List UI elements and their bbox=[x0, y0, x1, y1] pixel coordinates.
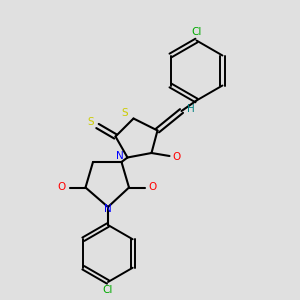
Text: Cl: Cl bbox=[103, 285, 113, 296]
Text: O: O bbox=[58, 182, 66, 193]
Text: Cl: Cl bbox=[191, 27, 202, 37]
Text: N: N bbox=[116, 151, 124, 161]
Text: S: S bbox=[88, 117, 94, 128]
Text: O: O bbox=[173, 152, 181, 163]
Text: H: H bbox=[187, 104, 195, 115]
Text: N: N bbox=[104, 204, 112, 214]
Text: O: O bbox=[148, 182, 157, 193]
Text: S: S bbox=[122, 108, 128, 118]
